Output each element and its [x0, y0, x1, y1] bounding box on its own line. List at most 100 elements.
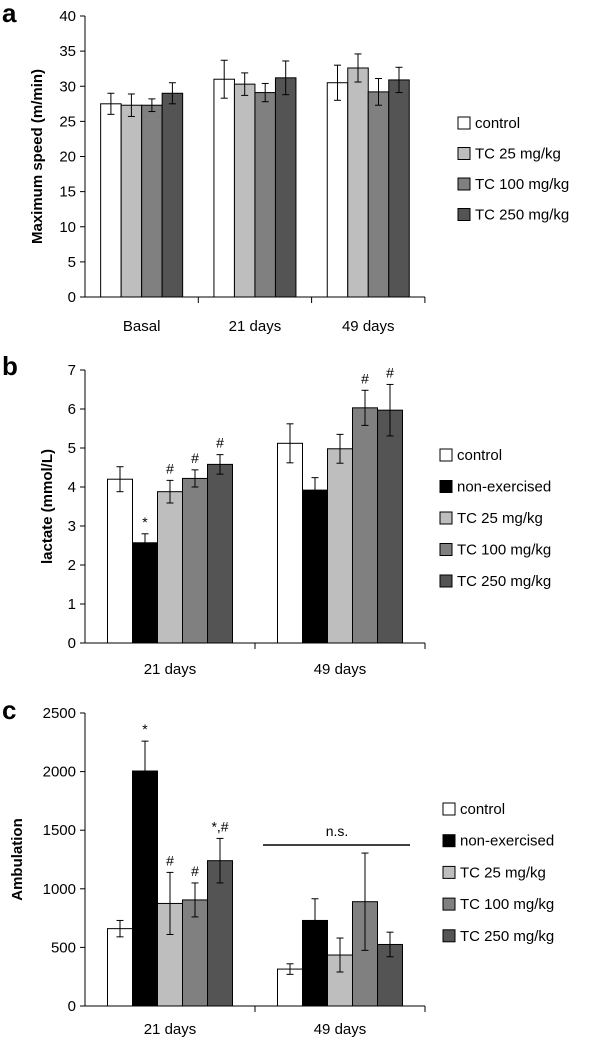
panel-a-y-tick-label: 15 — [59, 184, 76, 201]
panel-c-legend-label: TC 250 mg/kg — [460, 928, 554, 945]
panel-b-legend-label: non-exercised — [457, 479, 551, 496]
panel-c-category-label: 49 days — [314, 1021, 367, 1038]
panel-a-y-tick-label: 20 — [59, 149, 76, 166]
panel-c-legend-label: TC 25 mg/kg — [460, 864, 546, 881]
panel-a-bar — [233, 83, 256, 298]
panel-a-legend-label: control — [475, 115, 520, 132]
panel-c-y-tick-label: 2500 — [43, 705, 76, 722]
panel-c-legend-swatch — [442, 802, 456, 816]
panel-b-bar — [277, 442, 303, 644]
panel-c-legend-label: control — [460, 801, 505, 818]
panel-c-significance-mark: # — [166, 852, 174, 868]
panel-a-bar — [100, 103, 122, 298]
panel-b-y-tick-label: 4 — [68, 479, 76, 496]
panel-b-y-axis-label: lactate (mmol/L) — [39, 449, 56, 564]
panel-b-y-tick-label: 3 — [68, 518, 76, 535]
panel-a-legend-label: TC 25 mg/kg — [475, 146, 561, 163]
panel-b-bar — [182, 477, 208, 644]
panel-a-legend-swatch — [457, 177, 471, 191]
panel-a-bar — [213, 78, 235, 298]
panel-a-category-label: 49 days — [342, 318, 395, 335]
panel-b-significance-mark: # — [216, 435, 224, 451]
panel-b-y-tick-label: 6 — [68, 401, 76, 418]
panel-b-category-label: 21 days — [144, 661, 197, 678]
panel-c-legend-label: TC 100 mg/kg — [460, 896, 554, 913]
panel-c-y-tick-label: 1000 — [43, 881, 76, 898]
panel-b-significance-mark: # — [166, 460, 174, 476]
panel-a-y-tick-label: 0 — [68, 289, 76, 306]
panel-a-bar — [120, 104, 143, 298]
panel-b-legend-label: TC 100 mg/kg — [457, 542, 551, 559]
panel-a-category-label: 21 days — [229, 318, 282, 335]
panel-a-y-tick-label: 35 — [59, 43, 76, 60]
panel-a-y-axis-label: Maximum speed (m/min) — [29, 69, 46, 244]
panel-c-y-tick-label: 1500 — [43, 822, 76, 839]
panel-c-significance-mark: *,# — [211, 818, 228, 834]
panel-c-legend-label: non-exercised — [460, 833, 554, 850]
panel-a-bar — [274, 77, 297, 298]
panel-a-bar — [161, 92, 184, 298]
panel-b-legend-swatch — [439, 574, 453, 588]
panel-c-bar — [207, 860, 233, 1007]
panel-a-letter: a — [2, 0, 17, 28]
panel-b-legend-swatch — [439, 511, 453, 525]
panel-c-significance-mark: * — [142, 721, 148, 737]
panel-c-category-label: 21 days — [144, 1021, 197, 1038]
panel-a-bar — [254, 92, 276, 298]
panel-b-legend-swatch — [439, 543, 453, 556]
panel-c-y-tick-label: 2000 — [43, 764, 76, 781]
panel-b-legend-label: control — [457, 447, 502, 464]
panel-c-legend-swatch — [442, 929, 456, 943]
panel-a-bar — [326, 82, 349, 298]
panel-b-y-tick-label: 2 — [68, 557, 76, 574]
panel-b-significance-mark: # — [191, 450, 199, 466]
panel-c-y-tick-label: 500 — [51, 939, 76, 956]
panel-a-y-tick-label: 30 — [59, 78, 76, 95]
panel-b-y-tick-label: 1 — [68, 596, 76, 613]
panel-a-legend-label: TC 100 mg/kg — [475, 176, 569, 193]
panel-a-bar — [367, 91, 390, 298]
panel-b-legend-swatch — [439, 448, 453, 462]
panel-b-bar — [352, 407, 378, 644]
panel-c-bar — [132, 770, 158, 1007]
panel-b-bar — [157, 491, 183, 644]
panel-c-bracket-label: n.s. — [326, 823, 349, 839]
panel-a-legend-label: TC 250 mg/kg — [475, 207, 569, 224]
panel-b-bar — [327, 448, 353, 644]
panel-a-y-tick-label: 10 — [59, 219, 76, 236]
panel-a-y-tick-label: 5 — [68, 254, 76, 271]
panel-c-bar — [182, 899, 208, 1007]
panel-a-y-tick-label: 40 — [59, 8, 76, 25]
panel-b-y-tick-label: 5 — [68, 440, 76, 457]
panel-c-letter: c — [2, 695, 16, 725]
panel-c-y-tick-label: 0 — [68, 998, 76, 1015]
panel-b-significance-mark: # — [361, 370, 369, 386]
panel-b-letter: b — [2, 351, 18, 381]
panel-b-bar — [302, 489, 328, 644]
panel-b-bar — [207, 463, 233, 644]
panel-b-significance-mark: # — [386, 364, 394, 380]
panel-c-bar — [107, 928, 133, 1007]
panel-a-y-tick-label: 25 — [59, 113, 76, 130]
panel-b-bar — [107, 478, 133, 644]
panel-b-legend-label: TC 25 mg/kg — [457, 510, 543, 527]
panel-c-significance-mark: # — [191, 863, 199, 879]
panel-b-legend-swatch — [439, 480, 453, 493]
panel-c-legend-swatch — [442, 897, 456, 911]
panel-b-category-label: 49 days — [314, 661, 367, 678]
panel-a-legend-swatch — [457, 147, 471, 160]
panel-a-legend-swatch — [457, 116, 471, 130]
panel-c-legend-swatch — [442, 865, 456, 879]
panel-c-legend-swatch — [442, 834, 456, 848]
panel-a-bar — [388, 79, 410, 298]
panel-a-bar — [141, 104, 163, 298]
panel-b-y-tick-label: 0 — [68, 635, 76, 652]
panel-b-bar — [132, 542, 158, 644]
panel-b-y-tick-label: 7 — [68, 362, 76, 379]
panel-b-significance-mark: * — [142, 514, 148, 530]
panel-a-category-label: Basal — [123, 318, 161, 335]
panel-a-legend-swatch — [457, 208, 471, 221]
panel-c-y-axis-label: Ambulation — [9, 818, 26, 901]
panel-b-legend-label: TC 250 mg/kg — [457, 573, 551, 590]
